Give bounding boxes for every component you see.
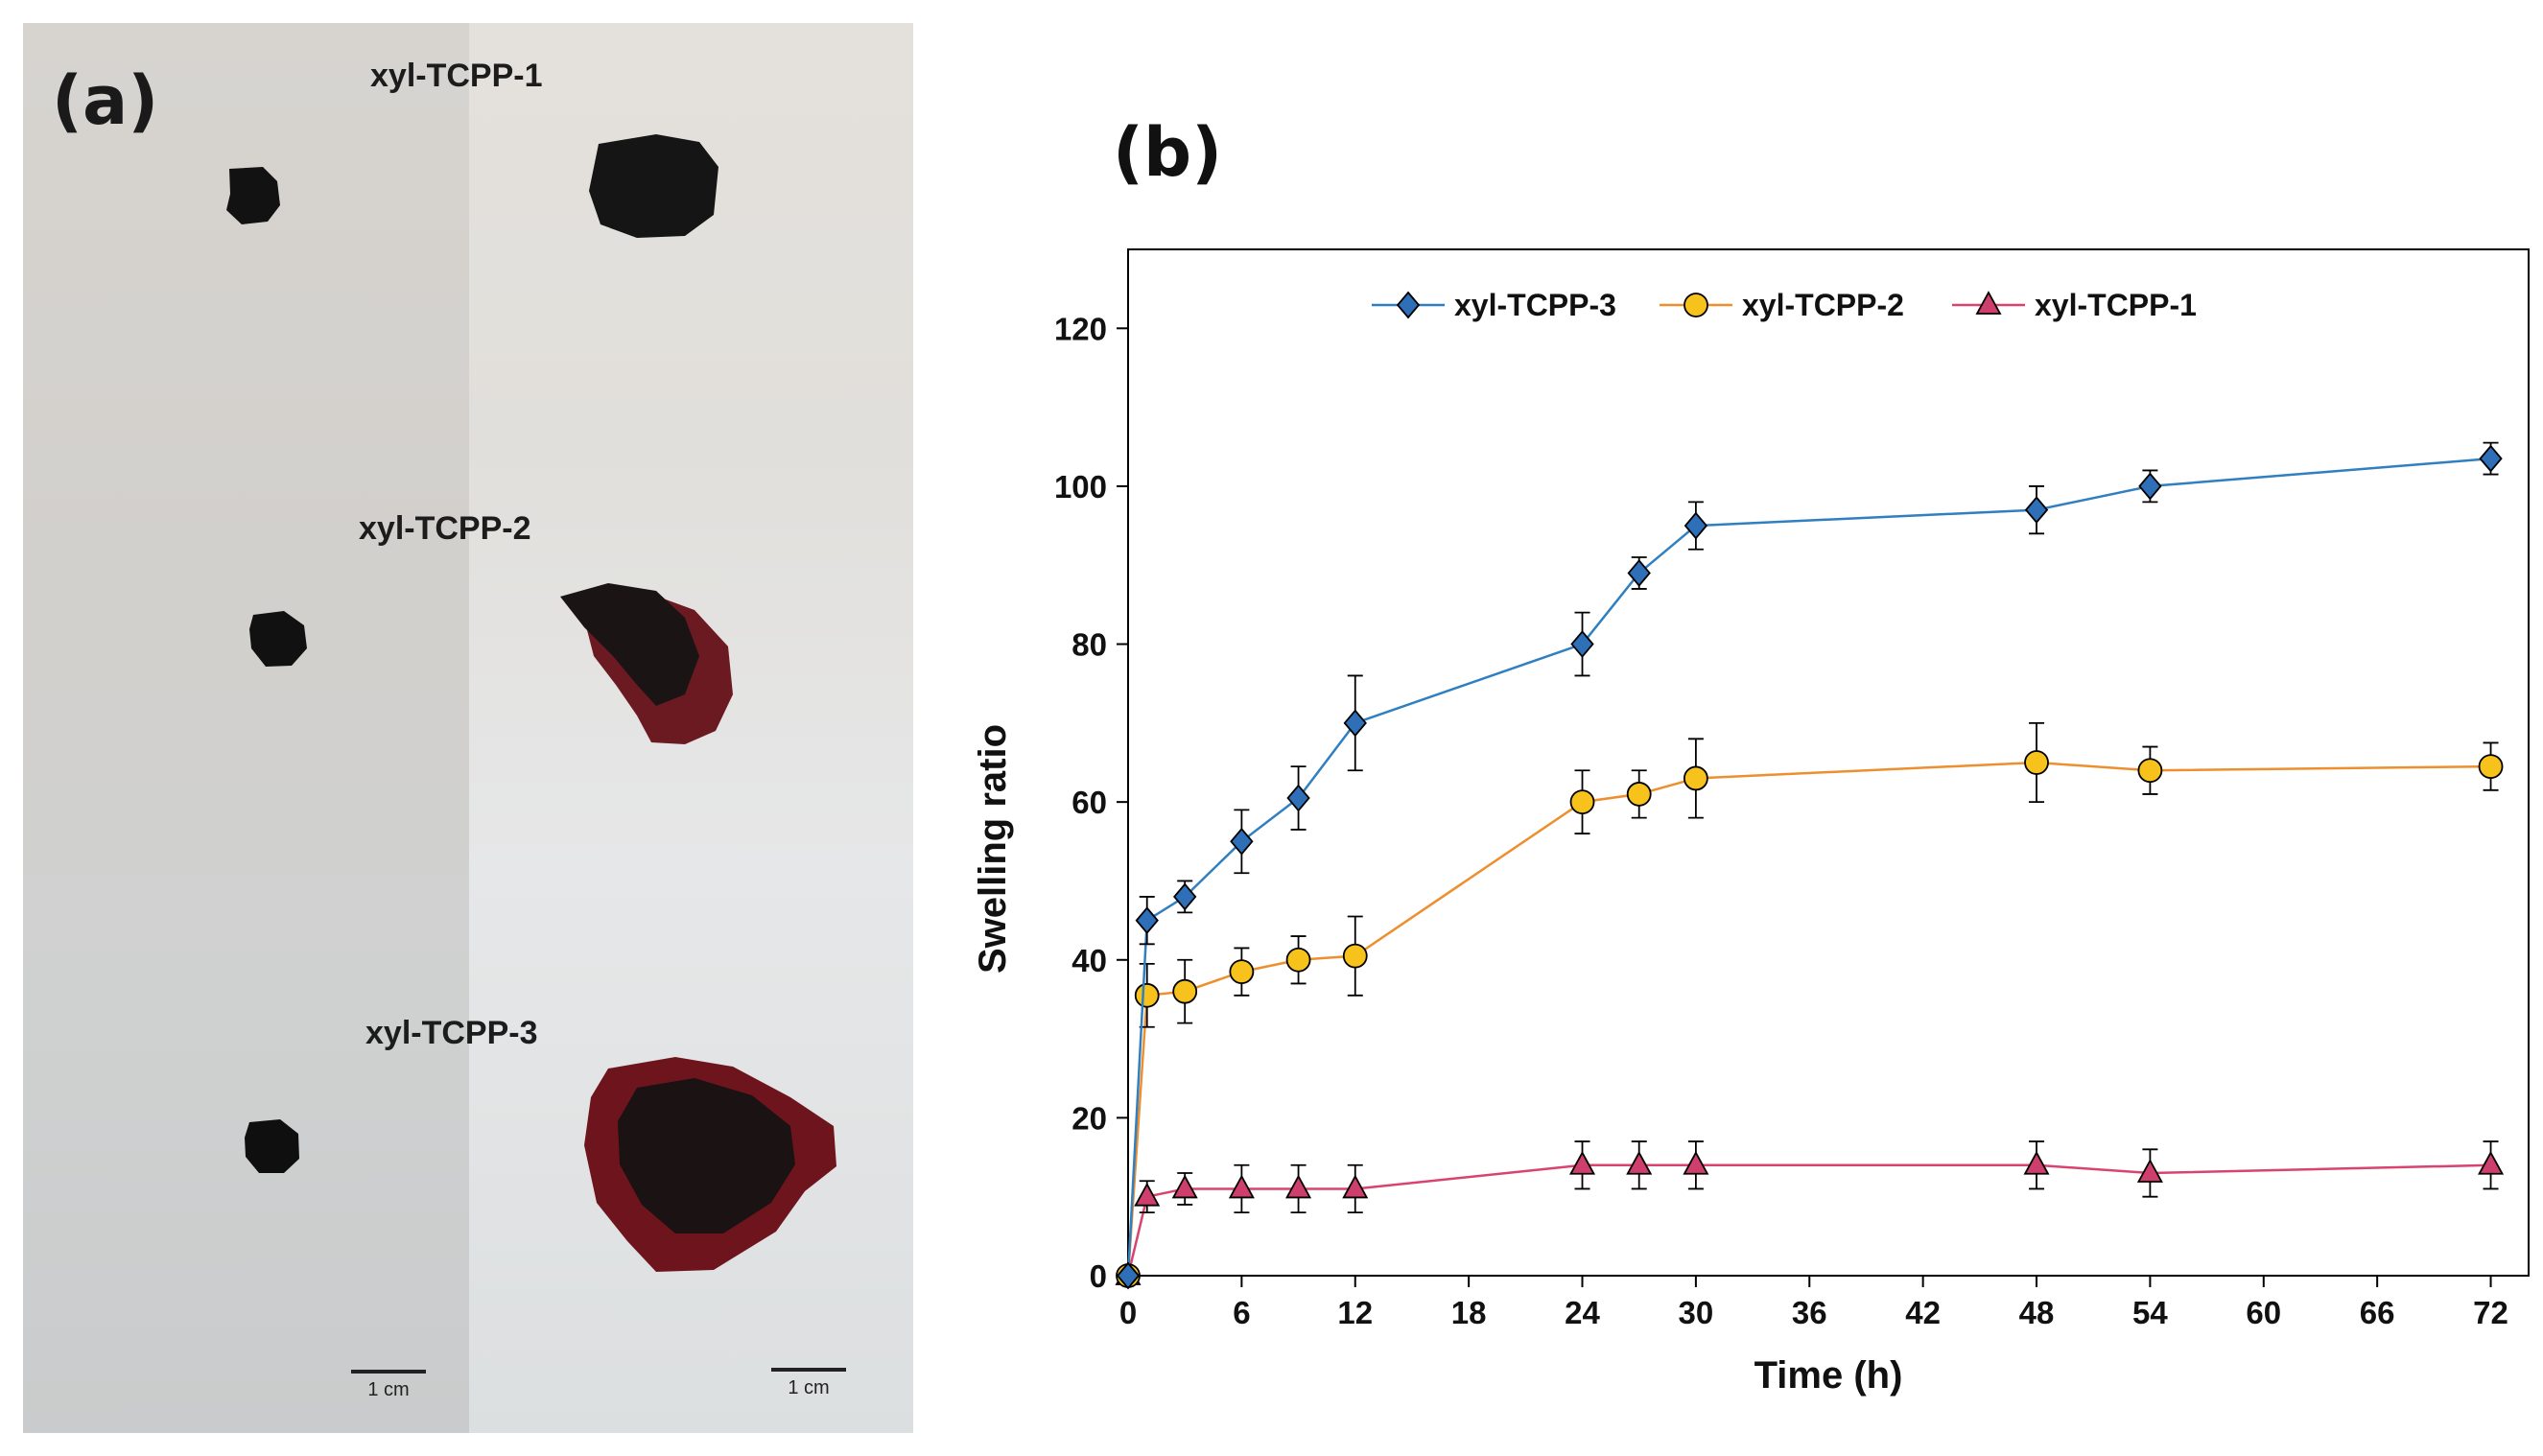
legend-label-xyl-tcpp-2: xyl-TCPP-2 bbox=[1742, 288, 1904, 322]
x-tick-label: 66 bbox=[2360, 1295, 2395, 1330]
sample-photos bbox=[226, 134, 836, 1272]
data-point-xyl-tcpp-3 bbox=[2138, 472, 2162, 501]
data-point-xyl-tcpp-3 bbox=[1684, 511, 1708, 540]
scale-bar-line bbox=[351, 1370, 426, 1374]
chart-series bbox=[1115, 441, 2505, 1290]
legend-marker-xyl-tcpp-2 bbox=[1684, 293, 1708, 317]
data-point-xyl-tcpp-2 bbox=[1683, 765, 1708, 791]
y-tick-label: 0 bbox=[1090, 1258, 1107, 1294]
swollen-sample-3-dark bbox=[618, 1078, 795, 1233]
series-line-xyl-tcpp-3 bbox=[1126, 457, 2491, 1277]
panel-b-label: (b) bbox=[1113, 113, 1223, 192]
sample-label-1: xyl-TCPP-1 bbox=[370, 58, 543, 94]
data-point-xyl-tcpp-2 bbox=[1569, 789, 1595, 815]
data-point-xyl-tcpp-3 bbox=[1173, 882, 1197, 911]
x-tick-label: 72 bbox=[2473, 1295, 2508, 1330]
chart-panel: (b) 0 20 40 60 80 100 120 0 6 12 18 24 30 36 42 48 54 60 6… bbox=[921, 0, 2543, 1451]
x-tick-label: 12 bbox=[1337, 1295, 1373, 1330]
data-point-xyl-tcpp-1 bbox=[1683, 1150, 1709, 1175]
swollen-sample-2-dark bbox=[560, 583, 699, 706]
x-tick-label: 24 bbox=[1565, 1295, 1600, 1330]
photo-background-dry bbox=[23, 23, 469, 1433]
swollen-sample-1 bbox=[589, 134, 718, 238]
x-tick-label: 0 bbox=[1119, 1295, 1137, 1330]
data-point-xyl-tcpp-3 bbox=[1135, 906, 1159, 935]
scale-bar-line bbox=[771, 1368, 846, 1372]
sample-label-3: xyl-TCPP-3 bbox=[365, 1015, 538, 1051]
x-axis-label: Time (h) bbox=[1754, 1354, 1903, 1397]
data-point-xyl-tcpp-2 bbox=[1229, 959, 1255, 985]
scale-bar-label: 1 cm bbox=[367, 1379, 410, 1400]
x-tick-label: 30 bbox=[1679, 1295, 1714, 1330]
data-point-xyl-tcpp-3 bbox=[1343, 709, 1367, 738]
data-point-xyl-tcpp-1 bbox=[1228, 1174, 1255, 1199]
data-point-xyl-tcpp-2 bbox=[1342, 943, 1368, 969]
dry-sample-3 bbox=[245, 1119, 299, 1173]
data-point-xyl-tcpp-2 bbox=[2137, 758, 2163, 784]
plot-frame bbox=[1127, 248, 2530, 1277]
data-point-xyl-tcpp-1 bbox=[2478, 1150, 2505, 1175]
x-tick-label: 6 bbox=[1233, 1295, 1250, 1330]
photo-panel: (a) xyl-TCPP-1 xyl-TCPP-2 xyl-TCPP-3 1 c… bbox=[23, 23, 913, 1433]
x-tick-label: 42 bbox=[1905, 1295, 1941, 1330]
x-tick-label: 60 bbox=[2246, 1295, 2281, 1330]
swelling-chart: 0 20 40 60 80 100 120 0 6 12 18 24 30 36 42 48 54 60 66 72 T… bbox=[972, 248, 2530, 1397]
chart-axes: 0 20 40 60 80 100 120 0 6 12 18 24 30 36 42 48 54 60 66 72 T… bbox=[972, 248, 2530, 1397]
data-point-xyl-tcpp-1 bbox=[2136, 1159, 2163, 1183]
dry-sample-1 bbox=[226, 167, 280, 224]
data-point-xyl-tcpp-3 bbox=[1230, 827, 1254, 856]
series-xyl-tcpp-3 bbox=[1116, 441, 2503, 1290]
series-xyl-tcpp-1 bbox=[1115, 1140, 2505, 1285]
y-tick-label: 60 bbox=[1071, 785, 1107, 820]
data-point-xyl-tcpp-1 bbox=[1568, 1150, 1596, 1175]
x-tick-label: 54 bbox=[2132, 1295, 2168, 1330]
x-tick-label: 18 bbox=[1451, 1295, 1487, 1330]
x-tick-label: 36 bbox=[1792, 1295, 1827, 1330]
sample-label-2: xyl-TCPP-2 bbox=[359, 510, 531, 547]
scale-bar-label: 1 cm bbox=[788, 1377, 830, 1398]
data-point-xyl-tcpp-3 bbox=[2024, 496, 2049, 525]
data-point-xyl-tcpp-2 bbox=[1285, 947, 1311, 973]
y-axis-label: Swelling ratio bbox=[972, 724, 1014, 974]
y-tick-label: 120 bbox=[1054, 311, 1107, 346]
series-xyl-tcpp-2 bbox=[1116, 721, 2504, 1288]
data-point-xyl-tcpp-2 bbox=[2478, 754, 2504, 780]
y-tick-label: 20 bbox=[1071, 1100, 1107, 1136]
data-point-xyl-tcpp-2 bbox=[1626, 782, 1652, 807]
legend-marker-xyl-tcpp-3 bbox=[1396, 291, 1421, 319]
data-point-xyl-tcpp-3 bbox=[1286, 784, 1310, 812]
data-point-xyl-tcpp-3 bbox=[1116, 1261, 1141, 1290]
data-point-xyl-tcpp-1 bbox=[1626, 1150, 1653, 1175]
data-point-xyl-tcpp-3 bbox=[1627, 559, 1651, 587]
panel-a-label: (a) bbox=[52, 61, 159, 140]
data-point-xyl-tcpp-1 bbox=[1342, 1174, 1369, 1199]
data-point-xyl-tcpp-3 bbox=[1570, 630, 1594, 658]
data-point-xyl-tcpp-2 bbox=[1172, 978, 1198, 1004]
data-point-xyl-tcpp-3 bbox=[2479, 444, 2503, 473]
legend-marker-xyl-tcpp-1 bbox=[1975, 291, 2002, 315]
series-line-xyl-tcpp-2 bbox=[1126, 761, 2491, 1277]
legend-label-xyl-tcpp-1: xyl-TCPP-1 bbox=[2035, 288, 2197, 322]
y-tick-label: 80 bbox=[1071, 627, 1107, 663]
data-point-xyl-tcpp-1 bbox=[2023, 1150, 2050, 1175]
data-point-xyl-tcpp-2 bbox=[1134, 982, 1160, 1008]
scale-bar-right: 1 cm bbox=[756, 1368, 861, 1399]
data-point-xyl-tcpp-2 bbox=[2024, 750, 2049, 775]
dry-sample-2 bbox=[249, 611, 307, 667]
chart-legend: xyl-TCPP-3 xyl-TCPP-2 xyl-TCPP-1 bbox=[1372, 288, 2197, 322]
data-point-xyl-tcpp-1 bbox=[1285, 1174, 1312, 1199]
scale-bar-left: 1 cm bbox=[336, 1370, 441, 1401]
legend-label-xyl-tcpp-3: xyl-TCPP-3 bbox=[1454, 288, 1616, 322]
data-point-xyl-tcpp-1 bbox=[1171, 1174, 1198, 1199]
y-tick-label: 100 bbox=[1054, 469, 1107, 505]
y-tick-label: 40 bbox=[1071, 943, 1107, 978]
data-point-xyl-tcpp-1 bbox=[1134, 1182, 1161, 1207]
x-tick-label: 48 bbox=[2019, 1295, 2055, 1330]
series-line-xyl-tcpp-1 bbox=[1126, 1163, 2491, 1277]
